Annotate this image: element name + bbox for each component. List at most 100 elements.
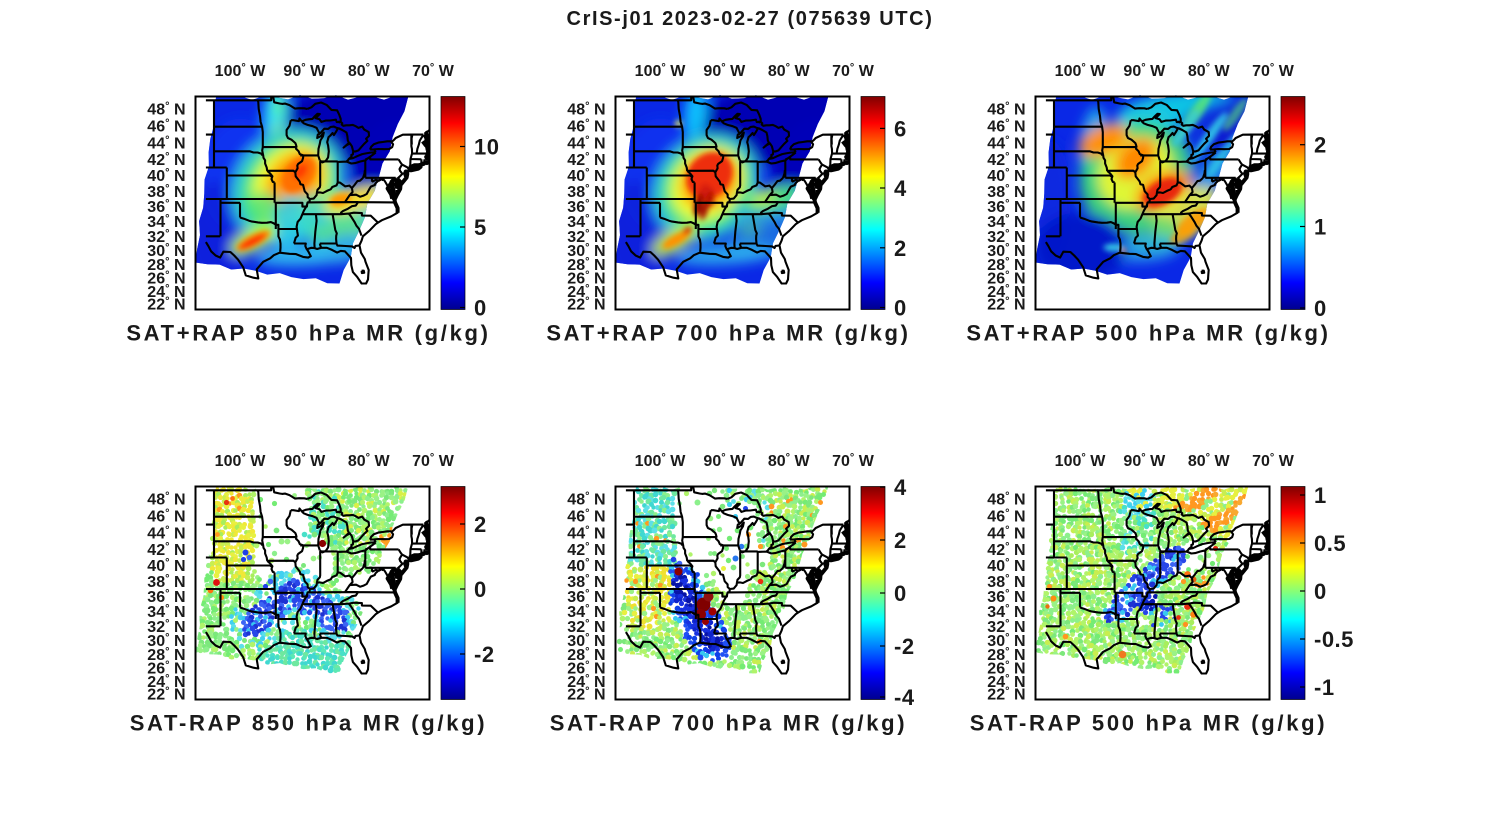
svg-text:28° N: 28° N (567, 256, 605, 274)
svg-text:30° N: 30° N (147, 632, 185, 650)
svg-text:38° N: 38° N (567, 573, 605, 591)
svg-text:22° N: 22° N (567, 296, 605, 314)
svg-text:CrIS-j01 2023-02-27 (075639 UT: CrIS-j01 2023-02-27 (075639 UTC) (567, 8, 934, 30)
svg-text:30° N: 30° N (147, 242, 185, 260)
svg-text:24° N: 24° N (147, 283, 185, 301)
svg-text:6: 6 (894, 116, 907, 141)
svg-text:2: 2 (474, 512, 487, 537)
svg-text:-2: -2 (474, 642, 495, 667)
svg-text:SAT+RAP 850 hPa MR (g/kg): SAT+RAP 850 hPa MR (g/kg) (126, 321, 490, 346)
svg-text:38° N: 38° N (147, 183, 185, 201)
svg-text:42° N: 42° N (567, 151, 605, 169)
svg-text:34° N: 34° N (147, 603, 185, 621)
svg-text:46° N: 46° N (147, 508, 185, 526)
svg-text:32° N: 32° N (147, 228, 185, 246)
svg-text:SAT+RAP 700 hPa MR (g/kg): SAT+RAP 700 hPa MR (g/kg) (546, 321, 910, 346)
svg-text:24° N: 24° N (147, 673, 185, 691)
svg-text:28° N: 28° N (987, 256, 1025, 274)
svg-text:34° N: 34° N (147, 213, 185, 231)
svg-text:26° N: 26° N (147, 270, 185, 288)
svg-text:SAT-RAP 500 hPa MR (g/kg): SAT-RAP 500 hPa MR (g/kg) (970, 711, 1328, 736)
svg-text:30° N: 30° N (567, 242, 605, 260)
svg-text:70° W: 70° W (832, 62, 875, 80)
svg-text:90° W: 90° W (703, 62, 746, 80)
svg-text:-2: -2 (894, 634, 915, 659)
svg-text:4: 4 (894, 475, 907, 500)
svg-text:32° N: 32° N (567, 228, 605, 246)
svg-text:90° W: 90° W (1123, 452, 1166, 470)
svg-text:SAT-RAP 700 hPa MR (g/kg): SAT-RAP 700 hPa MR (g/kg) (550, 711, 908, 736)
svg-text:5: 5 (474, 215, 487, 240)
svg-text:24° N: 24° N (987, 283, 1025, 301)
svg-text:80° W: 80° W (768, 452, 811, 470)
svg-text:32° N: 32° N (147, 618, 185, 636)
svg-text:36° N: 36° N (567, 198, 605, 216)
svg-text:34° N: 34° N (567, 603, 605, 621)
svg-text:36° N: 36° N (987, 198, 1025, 216)
svg-text:100° W: 100° W (215, 62, 267, 80)
svg-text:46° N: 46° N (147, 118, 185, 136)
svg-text:48° N: 48° N (987, 101, 1025, 119)
svg-text:100° W: 100° W (215, 452, 267, 470)
svg-text:90° W: 90° W (1123, 62, 1166, 80)
svg-text:80° W: 80° W (348, 62, 391, 80)
svg-text:26° N: 26° N (567, 660, 605, 678)
svg-text:0: 0 (894, 296, 907, 321)
svg-text:80° W: 80° W (1188, 452, 1231, 470)
svg-text:0: 0 (474, 296, 487, 321)
svg-text:44° N: 44° N (147, 135, 185, 153)
svg-text:32° N: 32° N (567, 618, 605, 636)
svg-text:90° W: 90° W (283, 452, 326, 470)
svg-text:40° N: 40° N (567, 167, 605, 185)
svg-text:-1: -1 (1314, 675, 1335, 700)
svg-text:38° N: 38° N (567, 183, 605, 201)
svg-text:48° N: 48° N (147, 491, 185, 509)
svg-text:-0.5: -0.5 (1314, 627, 1354, 652)
svg-text:-4: -4 (894, 685, 915, 710)
svg-text:70° W: 70° W (832, 452, 875, 470)
svg-text:22° N: 22° N (987, 296, 1025, 314)
svg-text:SAT+RAP 500 hPa MR (g/kg): SAT+RAP 500 hPa MR (g/kg) (966, 321, 1330, 346)
svg-text:24° N: 24° N (567, 283, 605, 301)
svg-text:10: 10 (474, 135, 499, 160)
svg-text:100° W: 100° W (1055, 62, 1107, 80)
svg-text:36° N: 36° N (147, 588, 185, 606)
svg-text:70° W: 70° W (412, 62, 455, 80)
svg-text:48° N: 48° N (567, 101, 605, 119)
svg-text:44° N: 44° N (987, 135, 1025, 153)
svg-text:1: 1 (1314, 215, 1327, 240)
svg-text:48° N: 48° N (147, 101, 185, 119)
svg-text:46° N: 46° N (987, 118, 1025, 136)
svg-text:36° N: 36° N (147, 198, 185, 216)
svg-text:22° N: 22° N (147, 296, 185, 314)
svg-text:42° N: 42° N (987, 151, 1025, 169)
svg-text:44° N: 44° N (567, 525, 605, 543)
svg-text:46° N: 46° N (567, 508, 605, 526)
svg-text:34° N: 34° N (987, 213, 1025, 231)
svg-text:2: 2 (1314, 133, 1327, 158)
svg-text:30° N: 30° N (987, 242, 1025, 260)
svg-text:2: 2 (894, 236, 907, 261)
svg-text:80° W: 80° W (768, 62, 811, 80)
svg-text:100° W: 100° W (1055, 452, 1107, 470)
svg-text:30° N: 30° N (567, 632, 605, 650)
svg-text:32° N: 32° N (987, 228, 1025, 246)
svg-text:48° N: 48° N (567, 491, 605, 509)
svg-text:26° N: 26° N (147, 660, 185, 678)
svg-text:38° N: 38° N (147, 573, 185, 591)
svg-text:42° N: 42° N (147, 541, 185, 559)
svg-text:80° W: 80° W (348, 452, 391, 470)
svg-text:34° N: 34° N (567, 213, 605, 231)
svg-text:36° N: 36° N (567, 588, 605, 606)
svg-text:0: 0 (894, 581, 907, 606)
svg-text:44° N: 44° N (147, 525, 185, 543)
svg-text:90° W: 90° W (283, 62, 326, 80)
svg-text:1: 1 (1314, 483, 1327, 508)
svg-text:90° W: 90° W (703, 452, 746, 470)
svg-text:SAT-RAP 850 hPa MR (g/kg): SAT-RAP 850 hPa MR (g/kg) (130, 711, 488, 736)
svg-text:46° N: 46° N (567, 118, 605, 136)
svg-text:70° W: 70° W (1252, 62, 1295, 80)
svg-text:70° W: 70° W (1252, 452, 1295, 470)
svg-text:26° N: 26° N (987, 270, 1025, 288)
svg-text:2: 2 (894, 528, 907, 553)
